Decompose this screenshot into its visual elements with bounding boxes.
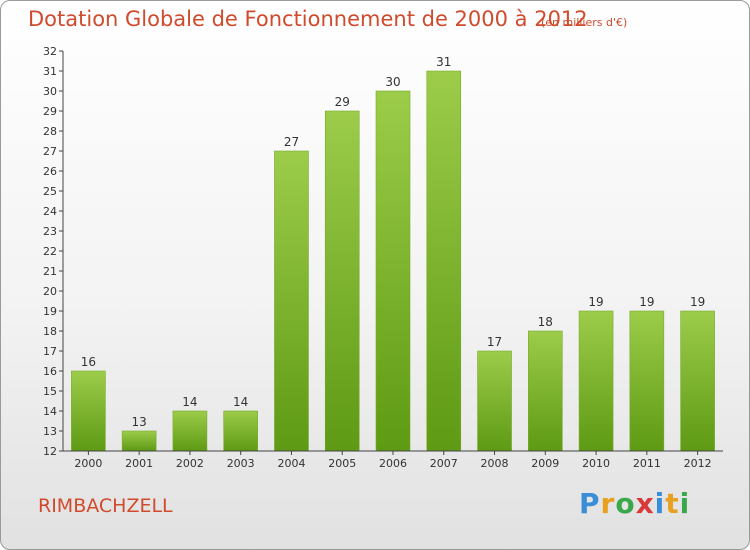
y-tick-label: 26 <box>43 165 57 178</box>
y-tick-label: 25 <box>43 185 57 198</box>
bar-value-label: 30 <box>385 75 400 89</box>
y-tick-label: 23 <box>43 225 57 238</box>
y-tick-label: 20 <box>43 285 57 298</box>
y-tick-label: 17 <box>43 345 57 358</box>
logo-letter: t <box>665 487 680 520</box>
chart-title: Dotation Globale de Fonctionnement de 20… <box>28 7 588 31</box>
logo-letter: P <box>579 487 601 520</box>
x-tick-label: 2008 <box>481 457 509 470</box>
bar-value-label: 18 <box>538 315 553 329</box>
bar <box>578 310 614 452</box>
chart-subtitle: (en milliers d'€) <box>541 16 628 29</box>
bar <box>629 310 665 452</box>
bar <box>172 410 208 452</box>
x-tick-label: 2001 <box>125 457 153 470</box>
commune-name: RIMBACHZELL <box>38 495 173 517</box>
y-tick-label: 19 <box>43 305 57 318</box>
bar <box>426 70 462 452</box>
bar <box>274 150 309 452</box>
bar-value-label: 19 <box>639 295 654 309</box>
bar-value-label: 14 <box>182 395 197 409</box>
x-tick-label: 2002 <box>176 457 204 470</box>
x-tick-label: 2009 <box>531 457 559 470</box>
bar-value-label: 13 <box>132 415 147 429</box>
bar <box>680 310 715 452</box>
proxiti-logo: Proxiti <box>579 487 690 520</box>
y-tick-label: 21 <box>43 265 57 278</box>
x-tick-label: 2006 <box>379 457 407 470</box>
bar-value-label: 29 <box>335 95 350 109</box>
y-tick-label: 32 <box>43 45 57 58</box>
bar-value-label: 19 <box>690 295 705 309</box>
bar-value-label: 14 <box>233 395 248 409</box>
y-tick-label: 13 <box>43 425 57 438</box>
y-tick-label: 31 <box>43 65 57 78</box>
y-tick-label: 12 <box>43 445 57 458</box>
x-tick-label: 2004 <box>277 457 305 470</box>
bar-value-label: 19 <box>588 295 603 309</box>
logo-letter: i <box>679 487 691 520</box>
bar <box>71 370 106 452</box>
y-tick-label: 27 <box>43 145 57 158</box>
y-tick-label: 22 <box>43 245 57 258</box>
x-tick-label: 2012 <box>684 457 712 470</box>
bar <box>528 330 563 452</box>
bar-value-label: 16 <box>81 355 96 369</box>
logo-letter: x <box>635 487 655 520</box>
bar <box>375 90 411 452</box>
y-tick-label: 18 <box>43 325 57 338</box>
bar-value-label: 17 <box>487 335 502 349</box>
y-tick-label: 24 <box>43 205 57 218</box>
logo-letter: r <box>600 487 616 520</box>
y-tick-label: 28 <box>43 125 57 138</box>
y-tick-label: 15 <box>43 385 57 398</box>
x-tick-label: 2007 <box>430 457 458 470</box>
logo-letter: i <box>654 487 666 520</box>
y-tick-label: 30 <box>43 85 57 98</box>
bar-value-label: 31 <box>436 55 451 69</box>
x-tick-label: 2005 <box>328 457 356 470</box>
x-tick-label: 2003 <box>227 457 255 470</box>
x-tick-label: 2011 <box>633 457 661 470</box>
bar <box>477 350 512 452</box>
logo-letter: o <box>615 487 636 520</box>
bar <box>121 430 157 452</box>
bar <box>324 110 360 452</box>
bar <box>223 410 258 452</box>
y-tick-label: 16 <box>43 365 57 378</box>
x-tick-label: 2010 <box>582 457 610 470</box>
y-tick-label: 29 <box>43 105 57 118</box>
bar-value-label: 27 <box>284 135 299 149</box>
y-tick-label: 14 <box>43 405 57 418</box>
x-tick-label: 2000 <box>74 457 102 470</box>
